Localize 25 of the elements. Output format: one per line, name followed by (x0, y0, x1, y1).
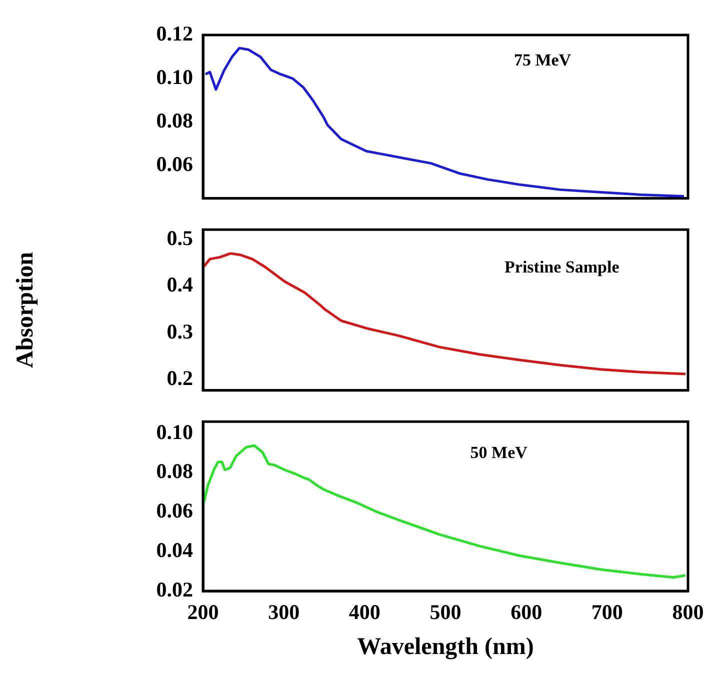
y-tick-label: 0.10 (156, 420, 193, 444)
y-tick-label: 0.10 (156, 64, 193, 89)
x-tick-label: 200 (187, 600, 219, 624)
y-axis-title: Absorption (12, 252, 39, 368)
x-axis-title: Wavelength (nm) (357, 634, 534, 660)
y-tick-label: 0.08 (156, 459, 193, 484)
y-tick-label: 0.2 (166, 366, 193, 390)
y-tick-label: 0.06 (156, 152, 193, 176)
x-tick-label: 700 (591, 600, 623, 624)
x-tick-label: 500 (430, 600, 462, 624)
y-tick-label: 0.3 (166, 319, 193, 344)
x-tick-label: 400 (348, 600, 380, 624)
annotation: 50 MeV (470, 443, 528, 462)
y-tick-label: 0.12 (156, 21, 193, 46)
annotation: 75 MeV (514, 50, 572, 70)
annotation: Pristine Sample (504, 258, 620, 277)
y-tick-label: 0.04 (156, 538, 194, 562)
y-tick-label: 0.02 (156, 577, 193, 602)
y-tick-label: 0.4 (166, 272, 194, 297)
x-tick-label: 800 (672, 600, 704, 624)
x-tick-label: 300 (268, 600, 300, 624)
y-tick-label: 0.08 (156, 108, 193, 133)
y-tick-label: 0.5 (166, 226, 193, 250)
y-tick-label: 0.06 (156, 498, 193, 523)
x-tick-label: 600 (510, 600, 542, 624)
